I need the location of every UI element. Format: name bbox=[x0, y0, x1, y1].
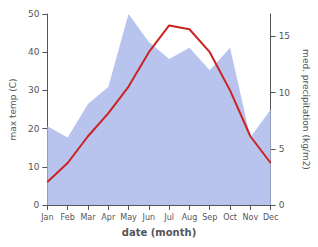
svg-text:Mar: Mar bbox=[80, 213, 96, 222]
svg-text:0: 0 bbox=[34, 200, 40, 210]
svg-text:Jun: Jun bbox=[142, 213, 156, 222]
svg-text:40: 40 bbox=[28, 47, 40, 57]
svg-text:Feb: Feb bbox=[61, 213, 75, 222]
svg-text:30: 30 bbox=[28, 85, 40, 95]
svg-text:Dec: Dec bbox=[263, 213, 278, 222]
svg-text:Jul: Jul bbox=[163, 213, 174, 222]
svg-text:0: 0 bbox=[279, 200, 285, 210]
svg-text:50: 50 bbox=[28, 9, 40, 19]
svg-text:May: May bbox=[120, 213, 137, 222]
svg-text:Apr: Apr bbox=[101, 213, 116, 222]
svg-text:20: 20 bbox=[28, 124, 40, 134]
svg-text:date (month): date (month) bbox=[122, 227, 196, 238]
svg-text:5: 5 bbox=[279, 144, 285, 154]
svg-text:10: 10 bbox=[279, 88, 291, 98]
svg-text:Nov: Nov bbox=[243, 213, 259, 222]
svg-text:10: 10 bbox=[28, 162, 40, 172]
svg-text:Aug: Aug bbox=[182, 213, 198, 222]
svg-text:Oct: Oct bbox=[223, 213, 237, 222]
svg-text:Sep: Sep bbox=[202, 213, 217, 222]
svg-text:max temp (C): max temp (C) bbox=[8, 78, 18, 140]
svg-text:15: 15 bbox=[279, 31, 290, 41]
svg-text:med. precipitation (kg/m2): med. precipitation (kg/m2) bbox=[301, 49, 311, 170]
svg-text:Jan: Jan bbox=[40, 213, 53, 222]
